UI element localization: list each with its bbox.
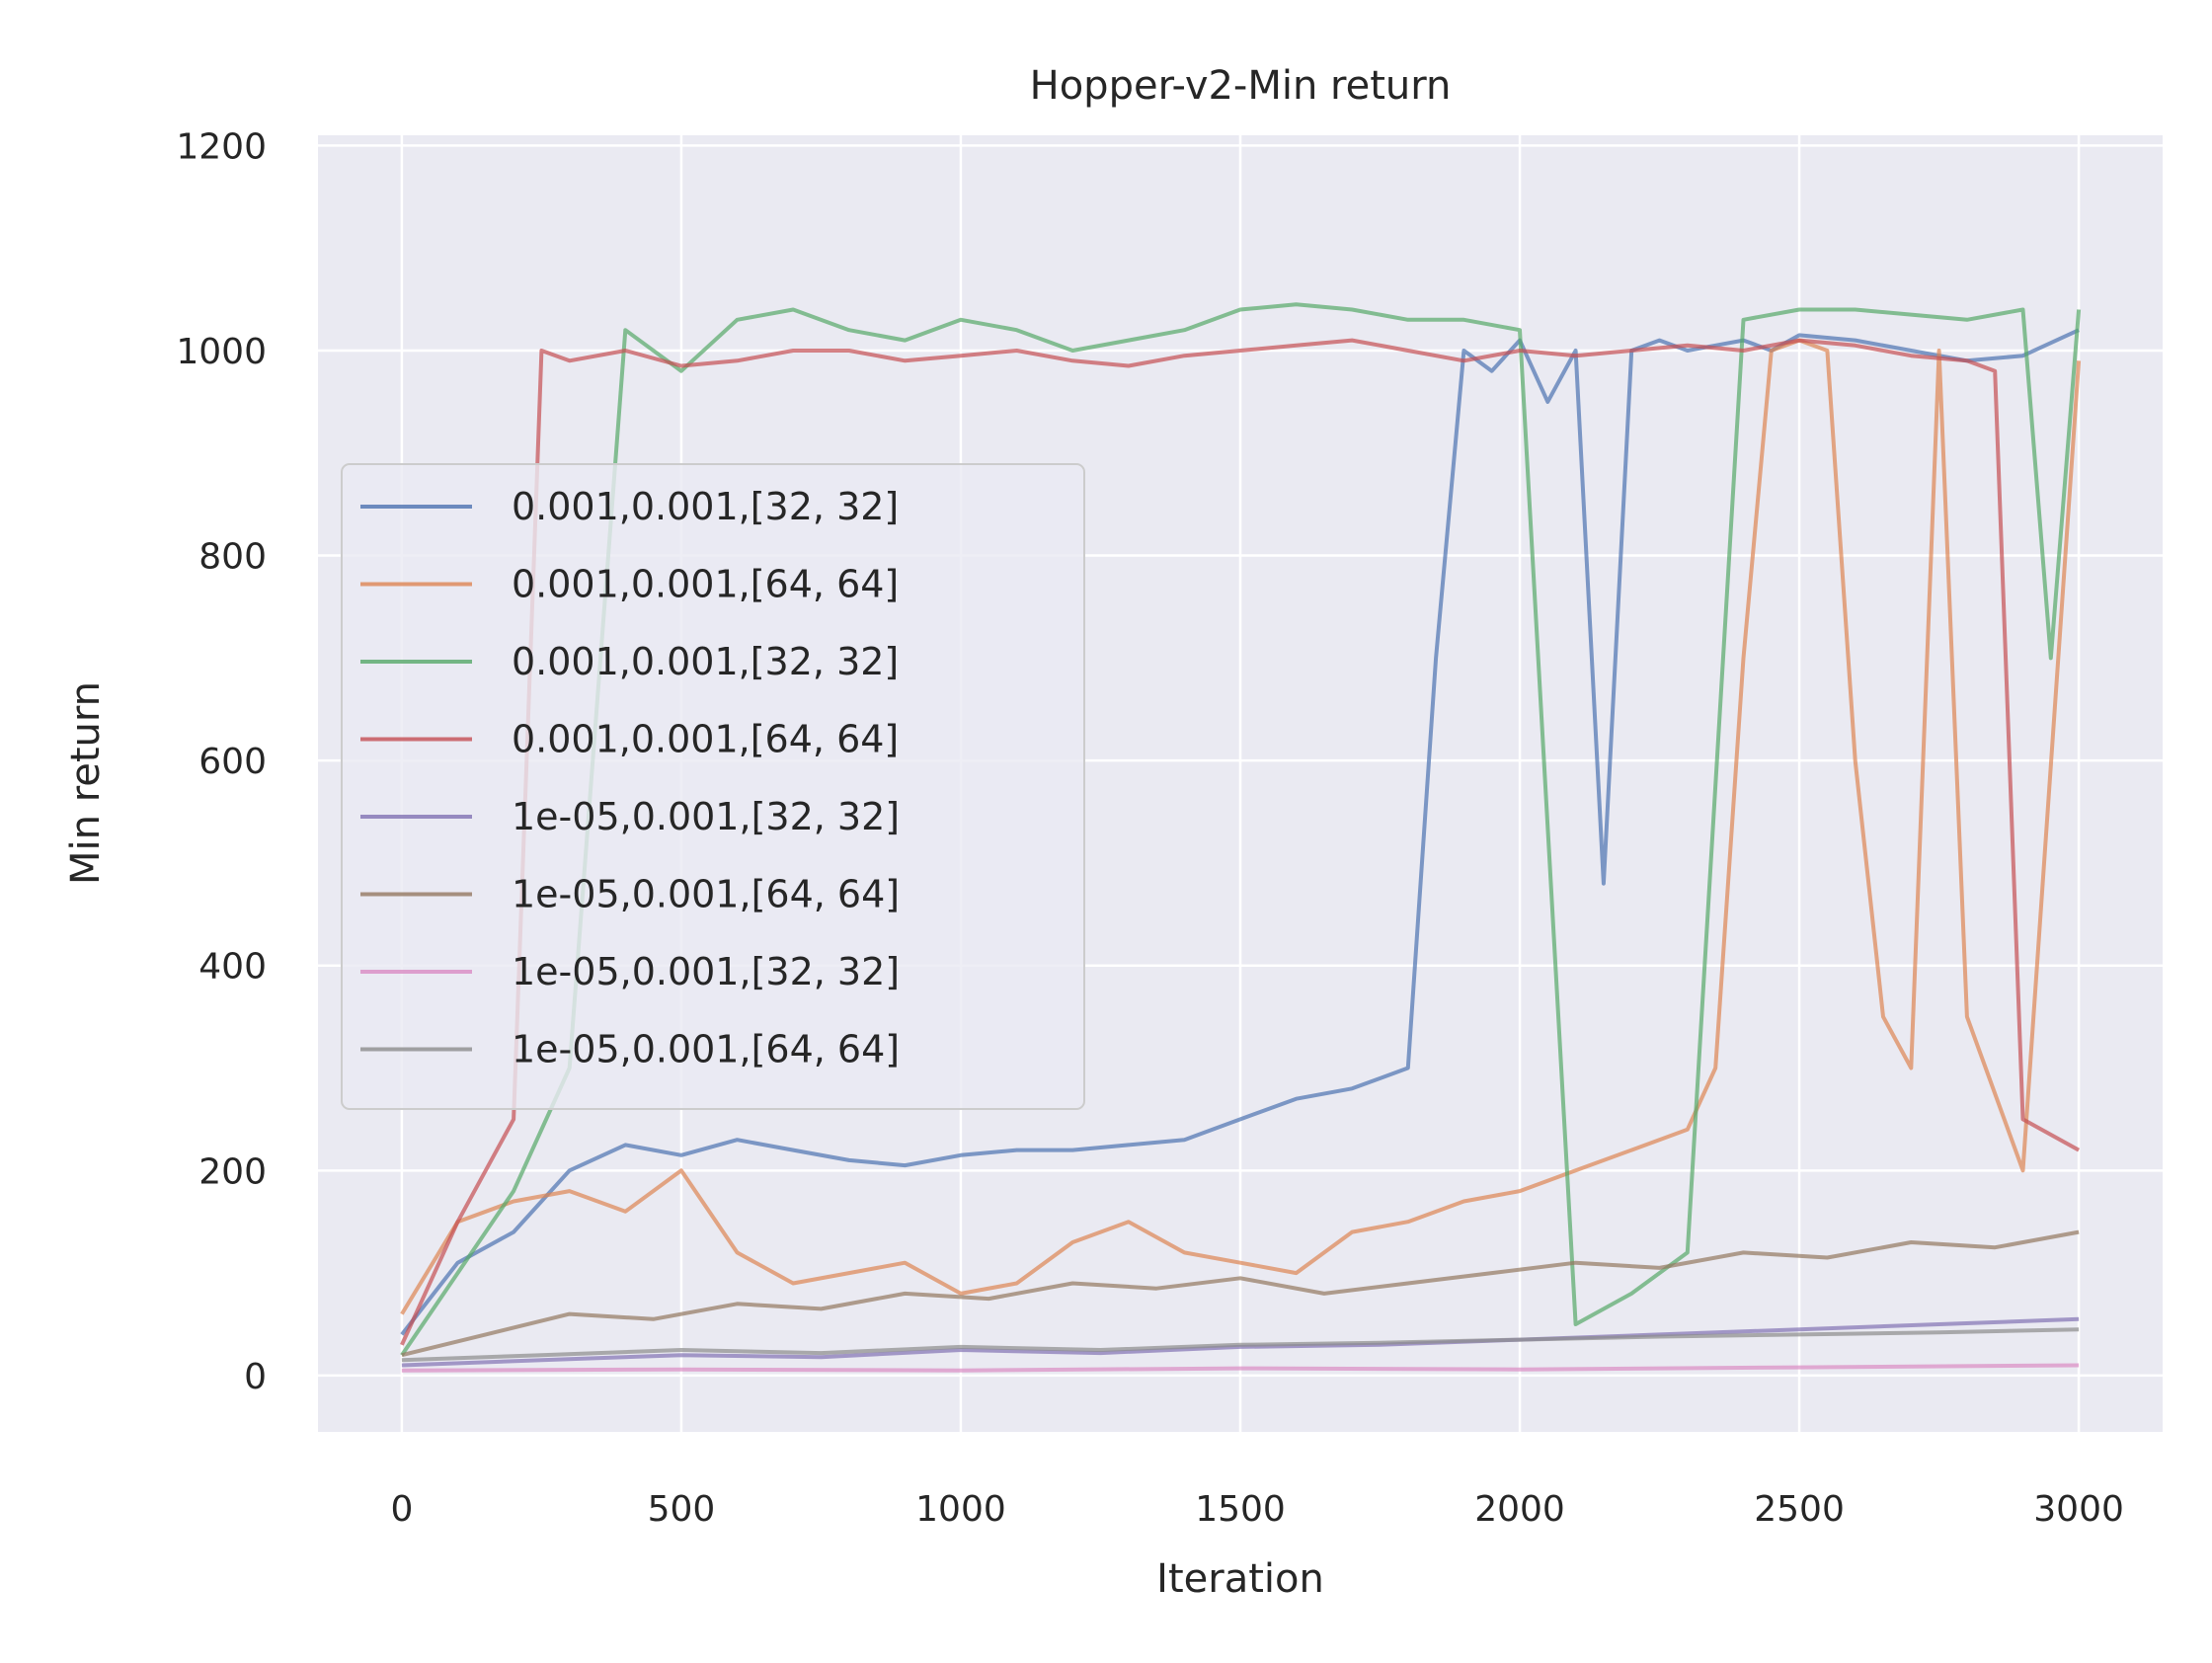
legend-label: 1e-05,0.001,[64, 64] — [512, 873, 900, 916]
y-axis-label: Min return — [63, 681, 109, 885]
chart-title: Hopper-v2-Min return — [1030, 63, 1452, 109]
legend-label: 0.001,0.001,[32, 32] — [512, 640, 899, 683]
x-tick-labels: 0 500 1000 1500 2000 2500 3000 — [390, 1489, 2123, 1530]
series-line-6 — [401, 1229, 2080, 1358]
legend-label: 1e-05,0.001,[32, 32] — [512, 795, 900, 838]
x-tick-label: 3000 — [2033, 1489, 2124, 1530]
legend: 0.001,0.001,[32, 32] 0.001,0.001,[64, 64]… — [341, 463, 1085, 1110]
y-tick-label: 200 — [198, 1151, 267, 1192]
legend-label: 1e-05,0.001,[32, 32] — [512, 950, 900, 993]
legend-label: 0.001,0.001,[32, 32] — [512, 485, 899, 528]
y-tick-label: 0 — [244, 1357, 267, 1397]
legend-label: 0.001,0.001,[64, 64] — [512, 718, 899, 761]
x-axis-label: Iteration — [1156, 1556, 1324, 1602]
x-tick-label: 2500 — [1754, 1489, 1845, 1530]
series-line-8 — [401, 1327, 2080, 1363]
y-tick-label: 600 — [198, 742, 267, 782]
legend-label: 1e-05,0.001,[64, 64] — [512, 1028, 900, 1071]
series-line-1 — [400, 328, 2080, 1336]
legend-items: 0.001,0.001,[32, 32] 0.001,0.001,[64, 64]… — [360, 485, 900, 1071]
y-tick-label: 800 — [198, 537, 267, 578]
y-tick-labels: 0 200 400 600 800 1000 1200 — [176, 126, 267, 1397]
series-line-5 — [401, 1316, 2080, 1368]
y-tick-label: 1000 — [176, 332, 267, 372]
series-layer — [400, 302, 2082, 1373]
x-tick-label: 2000 — [1474, 1489, 1565, 1530]
legend-box — [341, 463, 1085, 1110]
x-tick-label: 500 — [648, 1489, 716, 1530]
y-tick-label: 400 — [198, 947, 267, 988]
x-tick-label: 1500 — [1195, 1489, 1286, 1530]
y-tick-label: 1200 — [176, 126, 267, 167]
series-line-2 — [400, 338, 2082, 1315]
series-line-4 — [400, 338, 2081, 1346]
legend-label: 0.001,0.001,[64, 64] — [512, 563, 899, 606]
x-tick-label: 1000 — [915, 1489, 1006, 1530]
x-tick-label: 0 — [390, 1489, 413, 1530]
series-line-3 — [400, 302, 2082, 1357]
series-line-7 — [401, 1363, 2080, 1373]
